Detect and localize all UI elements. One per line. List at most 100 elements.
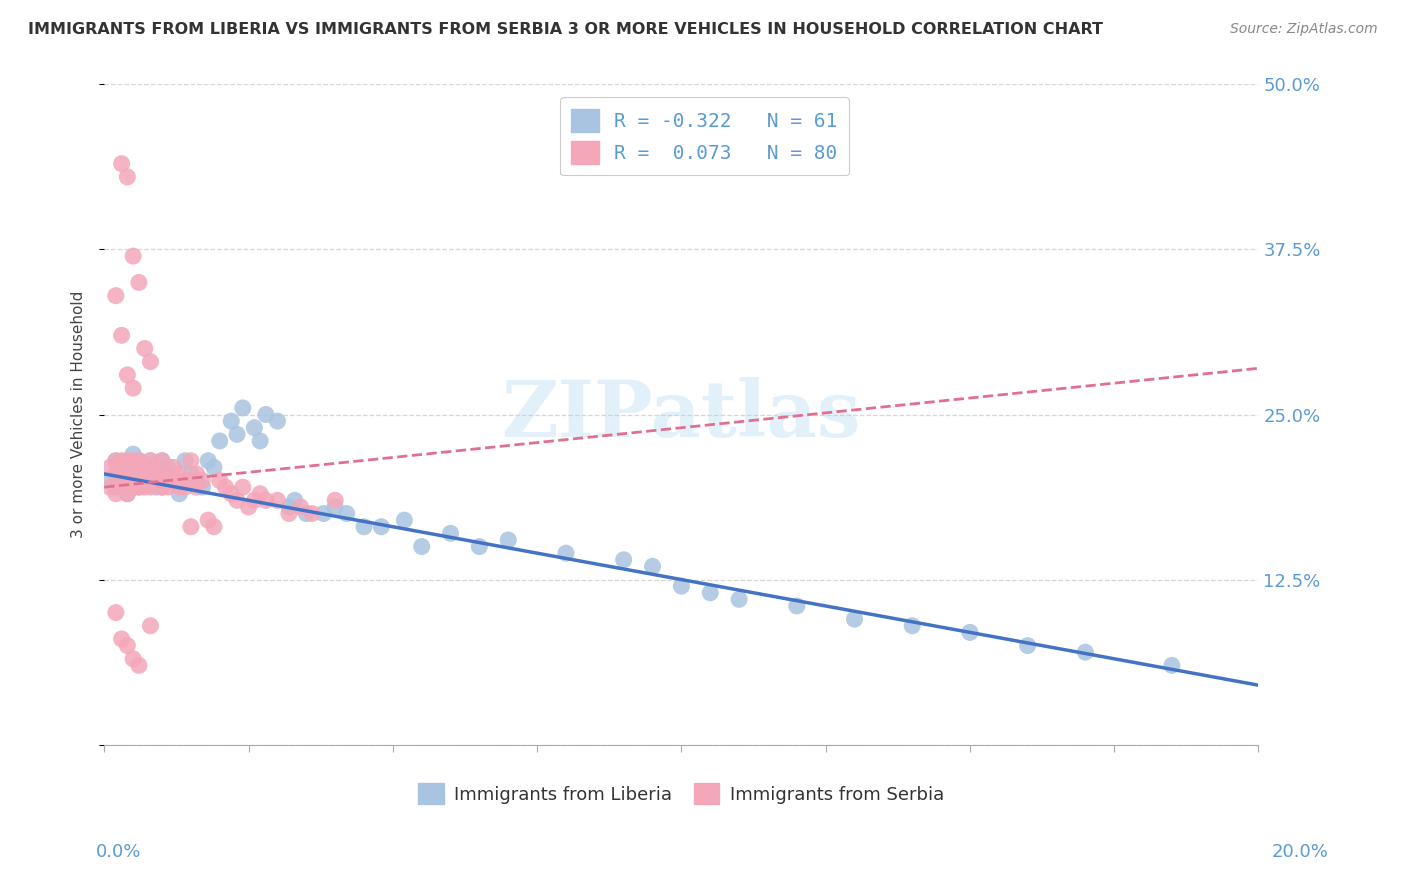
Point <box>128 276 150 290</box>
Point <box>232 401 254 415</box>
Point <box>139 474 162 488</box>
Point <box>134 467 156 481</box>
Point <box>98 480 121 494</box>
Point <box>290 500 312 514</box>
Point <box>254 408 277 422</box>
Point <box>555 546 578 560</box>
Point <box>145 467 167 481</box>
Point <box>110 474 132 488</box>
Point <box>122 474 145 488</box>
Point <box>278 500 301 514</box>
Point <box>128 480 150 494</box>
Text: 0.0%: 0.0% <box>96 843 141 861</box>
Point <box>312 507 335 521</box>
Point <box>122 249 145 263</box>
Point <box>162 474 184 488</box>
Point <box>671 579 693 593</box>
Point <box>117 474 139 488</box>
Point <box>156 467 179 481</box>
Point <box>284 493 307 508</box>
Point <box>122 381 145 395</box>
Point <box>117 487 139 501</box>
Point <box>169 467 191 481</box>
Point <box>122 474 145 488</box>
Point <box>110 460 132 475</box>
Point <box>110 156 132 170</box>
Point <box>1017 639 1039 653</box>
Point <box>186 480 208 494</box>
Point <box>110 467 132 481</box>
Point <box>266 414 288 428</box>
Point <box>122 447 145 461</box>
Point <box>117 169 139 184</box>
Point <box>98 474 121 488</box>
Point <box>186 474 208 488</box>
Point <box>169 480 191 494</box>
Point <box>150 467 173 481</box>
Point <box>226 427 249 442</box>
Point <box>786 599 808 613</box>
Point <box>169 487 191 501</box>
Point <box>139 454 162 468</box>
Point <box>249 487 271 501</box>
Point <box>122 454 145 468</box>
Point <box>104 288 127 302</box>
Point <box>110 328 132 343</box>
Text: ZIPatlas: ZIPatlas <box>502 376 862 452</box>
Point <box>641 559 664 574</box>
Point <box>104 606 127 620</box>
Point <box>266 493 288 508</box>
Point <box>295 507 318 521</box>
Point <box>156 460 179 475</box>
Point <box>278 507 301 521</box>
Point <box>249 434 271 448</box>
Point <box>110 632 132 646</box>
Point <box>323 500 346 514</box>
Point <box>117 454 139 468</box>
Point <box>468 540 491 554</box>
Point <box>301 507 323 521</box>
Point <box>232 480 254 494</box>
Point <box>139 619 162 633</box>
Point <box>110 467 132 481</box>
Point <box>128 454 150 468</box>
Point <box>134 342 156 356</box>
Point <box>370 520 392 534</box>
Point <box>128 480 150 494</box>
Point <box>180 454 202 468</box>
Point <box>323 493 346 508</box>
Point <box>139 460 162 475</box>
Point <box>613 553 636 567</box>
Point <box>439 526 461 541</box>
Legend: Immigrants from Liberia, Immigrants from Serbia: Immigrants from Liberia, Immigrants from… <box>411 776 952 812</box>
Point <box>104 480 127 494</box>
Point <box>104 467 127 481</box>
Point <box>180 474 202 488</box>
Point <box>1161 658 1184 673</box>
Point <box>117 639 139 653</box>
Point <box>186 467 208 481</box>
Point <box>191 480 214 494</box>
Point <box>110 454 132 468</box>
Point <box>139 480 162 494</box>
Point <box>411 540 433 554</box>
Point <box>254 493 277 508</box>
Point <box>219 414 242 428</box>
Point <box>150 474 173 488</box>
Point <box>197 513 219 527</box>
Point <box>128 467 150 481</box>
Point <box>728 592 751 607</box>
Point <box>156 480 179 494</box>
Point <box>180 467 202 481</box>
Point <box>122 480 145 494</box>
Point <box>238 500 260 514</box>
Point <box>139 355 162 369</box>
Point <box>134 480 156 494</box>
Point <box>145 480 167 494</box>
Point <box>150 480 173 494</box>
Point <box>162 474 184 488</box>
Point <box>191 474 214 488</box>
Point <box>174 454 197 468</box>
Point <box>162 474 184 488</box>
Point <box>134 467 156 481</box>
